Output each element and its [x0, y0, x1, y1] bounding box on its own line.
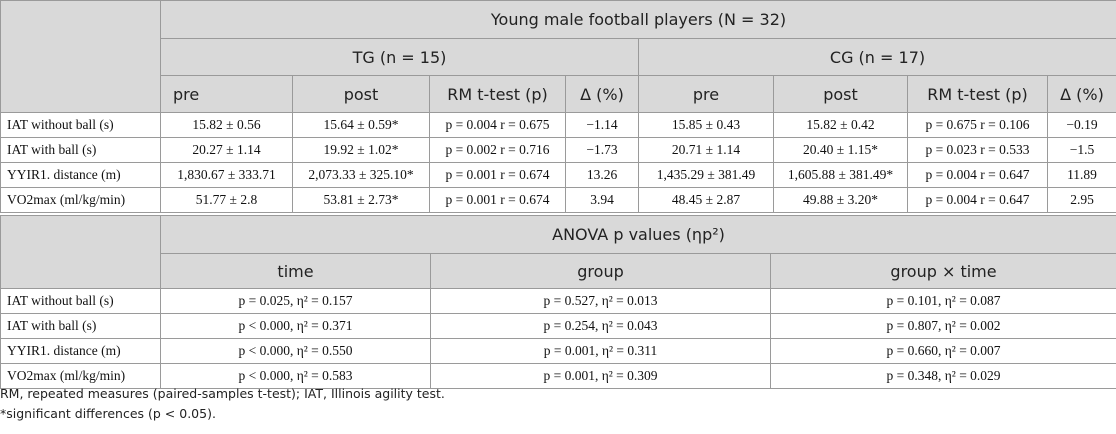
row-label: YYIR1. distance (m) — [0, 162, 161, 188]
cg-rm-cell: p = 0.023 r = 0.533 — [907, 137, 1048, 163]
time-cell: p = 0.025, η² = 0.157 — [160, 288, 431, 314]
time-cell: p < 0.000, η² = 0.371 — [160, 313, 431, 339]
row-label: IAT without ball (s) — [0, 112, 161, 138]
tg-rm-cell: p = 0.002 r = 0.716 — [429, 137, 566, 163]
col-tg-delta: Δ (%) — [565, 75, 639, 113]
col-cg-delta: Δ (%) — [1046, 75, 1116, 113]
footnote-significance: *significant differences (p < 0.05). — [0, 406, 216, 421]
group-cell: p = 0.254, η² = 0.043 — [430, 313, 771, 339]
cg-delta-cell: 2.95 — [1046, 187, 1116, 213]
col-group-time: group × time — [769, 253, 1116, 289]
cg-post-cell: 1,605.88 ± 381.49* — [773, 162, 908, 188]
cg-header: CG (n = 17) — [637, 38, 1116, 76]
col-tg-rm: RM t-test (p) — [429, 75, 566, 113]
table-row: YYIR1. distance (m) p < 0.000, η² = 0.55… — [0, 338, 1116, 364]
row-label: VO2max (ml/kg/min) — [0, 363, 161, 389]
cg-rm-cell: p = 0.675 r = 0.106 — [907, 112, 1048, 138]
results-table: Young male football players (N = 32) TG … — [0, 0, 1116, 213]
row-label: IAT with ball (s) — [0, 137, 161, 163]
cg-pre-cell: 48.45 ± 2.87 — [638, 187, 774, 213]
time-cell: p < 0.000, η² = 0.550 — [160, 338, 431, 364]
col-tg-post: post — [292, 75, 430, 113]
tg-delta-cell: −1.73 — [565, 137, 639, 163]
tg-delta-cell: −1.14 — [565, 112, 639, 138]
cg-delta-cell: 11.89 — [1046, 162, 1116, 188]
col-cg-rm: RM t-test (p) — [907, 75, 1048, 113]
tg-rm-cell: p = 0.001 r = 0.674 — [429, 162, 566, 188]
cg-post-cell: 20.40 ± 1.15* — [773, 137, 908, 163]
group-time-cell: p = 0.807, η² = 0.002 — [769, 313, 1116, 339]
tg-post-cell: 2,073.33 ± 325.10* — [292, 162, 430, 188]
cg-post-cell: 49.88 ± 3.20* — [773, 187, 908, 213]
table-row: VO2max (ml/kg/min) p < 0.000, η² = 0.583… — [0, 363, 1116, 389]
col-cg-pre: pre — [638, 75, 774, 113]
tg-post-cell: 53.81 ± 2.73* — [292, 187, 430, 213]
col-group: group — [430, 253, 771, 289]
tg-pre-cell: 1,830.67 ± 333.71 — [160, 162, 293, 188]
tg-delta-cell: 3.94 — [565, 187, 639, 213]
tg-rm-cell: p = 0.001 r = 0.674 — [429, 187, 566, 213]
table-row: VO2max (ml/kg/min) 51.77 ± 2.8 53.81 ± 2… — [0, 187, 1116, 213]
cg-rm-cell: p = 0.004 r = 0.647 — [907, 187, 1048, 213]
tg-rm-cell: p = 0.004 r = 0.675 — [429, 112, 566, 138]
table-row: YYIR1. distance (m) 1,830.67 ± 333.71 2,… — [0, 162, 1116, 188]
tg-post-cell: 15.64 ± 0.59* — [292, 112, 430, 138]
col-cg-post: post — [773, 75, 908, 113]
table-row: IAT with ball (s) p < 0.000, η² = 0.371 … — [0, 313, 1116, 339]
table-row: IAT with ball (s) 20.27 ± 1.14 19.92 ± 1… — [0, 137, 1116, 163]
cg-delta-cell: −1.5 — [1046, 137, 1116, 163]
row-label: IAT without ball (s) — [0, 288, 161, 314]
corner-cell — [0, 0, 161, 113]
group-cell: p = 0.527, η² = 0.013 — [430, 288, 771, 314]
anova-table: ANOVA p values (ηp²) time group group × … — [0, 215, 1116, 389]
tg-header: TG (n = 15) — [160, 38, 639, 76]
cg-rm-cell: p = 0.004 r = 0.647 — [907, 162, 1048, 188]
cg-pre-cell: 1,435.29 ± 381.49 — [638, 162, 774, 188]
row-label: YYIR1. distance (m) — [0, 338, 161, 364]
group-cell: p = 0.001, η² = 0.311 — [430, 338, 771, 364]
group-time-cell: p = 0.101, η² = 0.087 — [769, 288, 1116, 314]
group-time-cell: p = 0.348, η² = 0.029 — [769, 363, 1116, 389]
tg-pre-cell: 15.82 ± 0.56 — [160, 112, 293, 138]
group-cell: p = 0.001, η² = 0.309 — [430, 363, 771, 389]
cg-delta-cell: −0.19 — [1046, 112, 1116, 138]
tg-pre-cell: 51.77 ± 2.8 — [160, 187, 293, 213]
anova-title: ANOVA p values (ηp²) — [159, 215, 1116, 254]
tg-post-cell: 19.92 ± 1.02* — [292, 137, 430, 163]
table-row: IAT without ball (s) p = 0.025, η² = 0.1… — [0, 288, 1116, 314]
row-label: VO2max (ml/kg/min) — [0, 187, 161, 213]
footnotes: RM, repeated measures (paired-samples t-… — [0, 384, 445, 424]
col-tg-pre: pre — [160, 75, 293, 113]
group-time-cell: p = 0.660, η² = 0.007 — [769, 338, 1116, 364]
table-row: IAT without ball (s) 15.82 ± 0.56 15.64 … — [0, 112, 1116, 138]
cg-pre-cell: 20.71 ± 1.14 — [638, 137, 774, 163]
cg-post-cell: 15.82 ± 0.42 — [773, 112, 908, 138]
group-title: Young male football players (N = 32) — [159, 0, 1116, 39]
cg-pre-cell: 15.85 ± 0.43 — [638, 112, 774, 138]
footnote-abbreviations: RM, repeated measures (paired-samples t-… — [0, 386, 445, 401]
tg-pre-cell: 20.27 ± 1.14 — [160, 137, 293, 163]
row-label: IAT with ball (s) — [0, 313, 161, 339]
anova-corner-cell — [0, 215, 161, 289]
col-time: time — [160, 253, 431, 289]
tg-delta-cell: 13.26 — [565, 162, 639, 188]
